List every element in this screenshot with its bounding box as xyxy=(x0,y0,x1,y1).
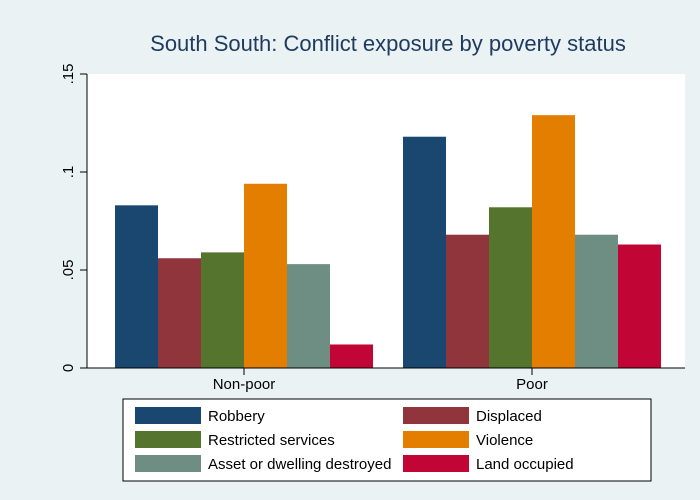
y-tick-label: .15 xyxy=(60,64,77,85)
bar-violence-non-poor xyxy=(244,183,287,368)
chart-title: South South: Conflict exposure by povert… xyxy=(150,31,626,56)
bar-robbery-non-poor xyxy=(115,205,158,368)
bar-asset-or-dwelling-destroyed-non-poor xyxy=(287,264,330,368)
bar-land-occupied-poor xyxy=(618,244,661,368)
y-tick-label: .1 xyxy=(60,166,77,179)
legend-label: Displaced xyxy=(476,408,542,425)
x-tick-label: Non-poor xyxy=(213,376,276,393)
legend-swatch xyxy=(403,431,469,448)
bar-robbery-poor xyxy=(403,136,446,368)
bar-restricted-services-poor xyxy=(489,207,532,368)
x-ticks-group: Non-poor Poor xyxy=(213,368,548,393)
legend-label: Asset or dwelling destroyed xyxy=(208,456,391,473)
legend-group: Robbery Displaced Restricted services Viole… xyxy=(135,407,574,473)
y-ticks-group: 0 .05 .1 .15 xyxy=(60,64,87,372)
y-tick-label: .05 xyxy=(60,260,77,281)
legend-label: Land occupied xyxy=(476,456,574,473)
bar-violence-poor xyxy=(532,115,575,368)
legend-swatch xyxy=(135,455,201,472)
legend-box xyxy=(122,398,652,482)
x-tick-label: Poor xyxy=(516,376,548,393)
y-tick-label: 0 xyxy=(60,364,77,372)
legend-label: Restricted services xyxy=(208,432,335,449)
bar-restricted-services-non-poor xyxy=(201,252,244,368)
legend-swatch xyxy=(135,407,201,424)
legend-swatch xyxy=(135,431,201,448)
legend-label: Violence xyxy=(476,432,533,449)
legend-label: Robbery xyxy=(208,408,265,425)
bar-land-occupied-non-poor xyxy=(330,344,373,368)
legend-swatch xyxy=(403,407,469,424)
legend-swatch xyxy=(403,455,469,472)
bars-group xyxy=(115,115,661,368)
bar-asset-or-dwelling-destroyed-poor xyxy=(575,234,618,368)
bar-displaced-non-poor xyxy=(158,258,201,368)
bar-displaced-poor xyxy=(446,234,489,368)
